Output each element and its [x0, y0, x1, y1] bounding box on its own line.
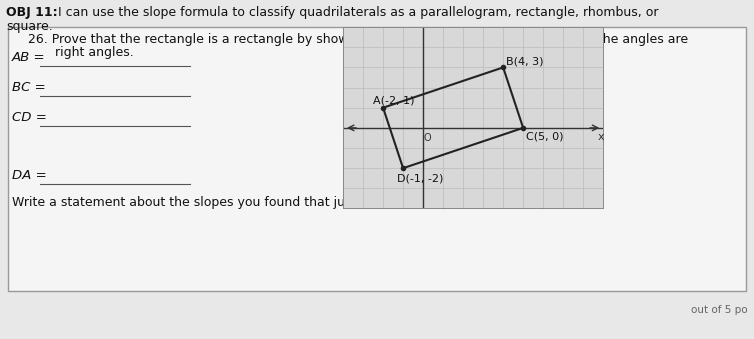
Text: A(-2, 1): A(-2, 1) [373, 96, 415, 106]
Text: OBJ 11:: OBJ 11: [6, 6, 57, 19]
Text: BC =: BC = [12, 81, 46, 94]
Text: O: O [423, 133, 431, 143]
Text: I can use the slope formula to classify quadrilaterals as a parallelogram, recta: I can use the slope formula to classify … [54, 6, 658, 19]
Text: 26. Prove that the rectangle is a rectangle by showing opposite sides are parall: 26. Prove that the rectangle is a rectan… [28, 33, 688, 46]
Text: C(5, 0): C(5, 0) [526, 132, 564, 142]
Text: out of 5 po: out of 5 po [691, 305, 748, 315]
Text: B(4, 3): B(4, 3) [506, 56, 544, 66]
Text: AB =: AB = [12, 51, 46, 64]
Text: square.: square. [6, 20, 53, 33]
Text: x: x [598, 132, 605, 142]
Text: CD =: CD = [12, 111, 47, 124]
Text: DA =: DA = [12, 169, 47, 182]
Text: D(-1, -2): D(-1, -2) [397, 173, 443, 183]
FancyBboxPatch shape [8, 27, 746, 291]
Text: Write a statement about the slopes you found that justify why this figure is a r: Write a statement about the slopes you f… [12, 196, 562, 209]
Text: right angles.: right angles. [55, 46, 133, 59]
